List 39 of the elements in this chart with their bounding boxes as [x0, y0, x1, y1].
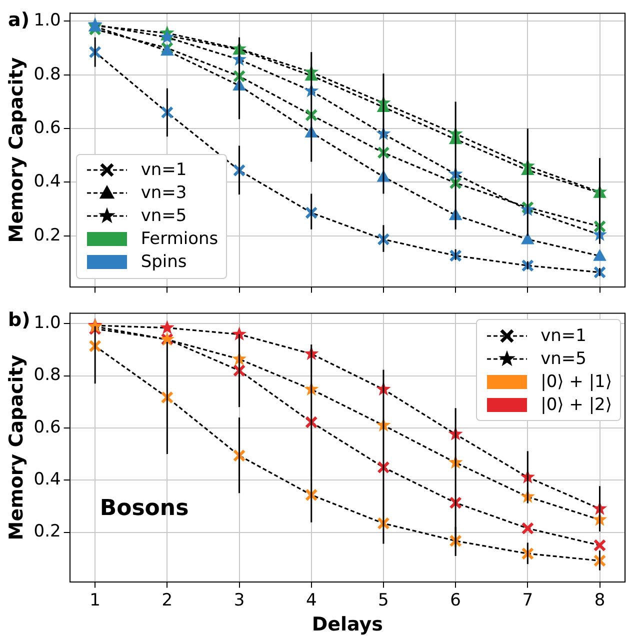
y-tick-label: 0.8	[34, 365, 61, 386]
y-tick-label: 0.4	[34, 470, 61, 490]
y-tick-label: 1.0	[34, 313, 61, 334]
legend-label: vn=1	[540, 326, 586, 346]
text: a)	[8, 9, 30, 32]
point	[160, 30, 174, 44]
y-axis-title: Memory Capacity	[5, 354, 28, 540]
y-tick-label: 0.6	[34, 417, 61, 438]
x-tick-label: 4	[306, 590, 317, 610]
y-tick-label: 0.2	[34, 225, 61, 246]
point	[594, 539, 606, 552]
legend-label: Fermions	[140, 229, 218, 250]
x-tick-label: 1	[90, 590, 100, 610]
y-tick-label: 0.8	[34, 64, 61, 84]
y-tick-label: 0.4	[34, 172, 61, 192]
legend-label: vn=1	[140, 160, 187, 180]
point	[521, 232, 534, 244]
x-tick-label: 2	[162, 590, 173, 610]
y-tick-label: 0.2	[34, 522, 61, 542]
legend-label: vn=5	[540, 348, 586, 369]
legend-label: |0⟩ + |1⟩	[540, 372, 612, 392]
point	[593, 248, 606, 261]
y-tick-label: 0.6	[34, 118, 61, 138]
x-tick-label: 3	[234, 590, 245, 610]
x-tick-label: 8	[594, 590, 606, 610]
x-axis-title: Delays	[312, 614, 383, 636]
legend-label: Spins	[140, 252, 187, 272]
x-tick-label: 7	[522, 590, 534, 610]
x-tick-label: 5	[378, 590, 389, 610]
legend-label: vn=5	[140, 206, 187, 226]
point	[522, 522, 534, 534]
y-axis-title: Memory Capacity	[5, 56, 28, 243]
legend-label: |0⟩ + |2⟩	[540, 394, 612, 415]
point	[160, 320, 174, 334]
legend-label: vn=3	[140, 183, 187, 204]
x-tick-label: 6	[450, 590, 461, 610]
y-tick-label: 1.0	[34, 10, 61, 31]
annotation: Bosons	[100, 496, 189, 521]
text: b)	[8, 309, 30, 332]
